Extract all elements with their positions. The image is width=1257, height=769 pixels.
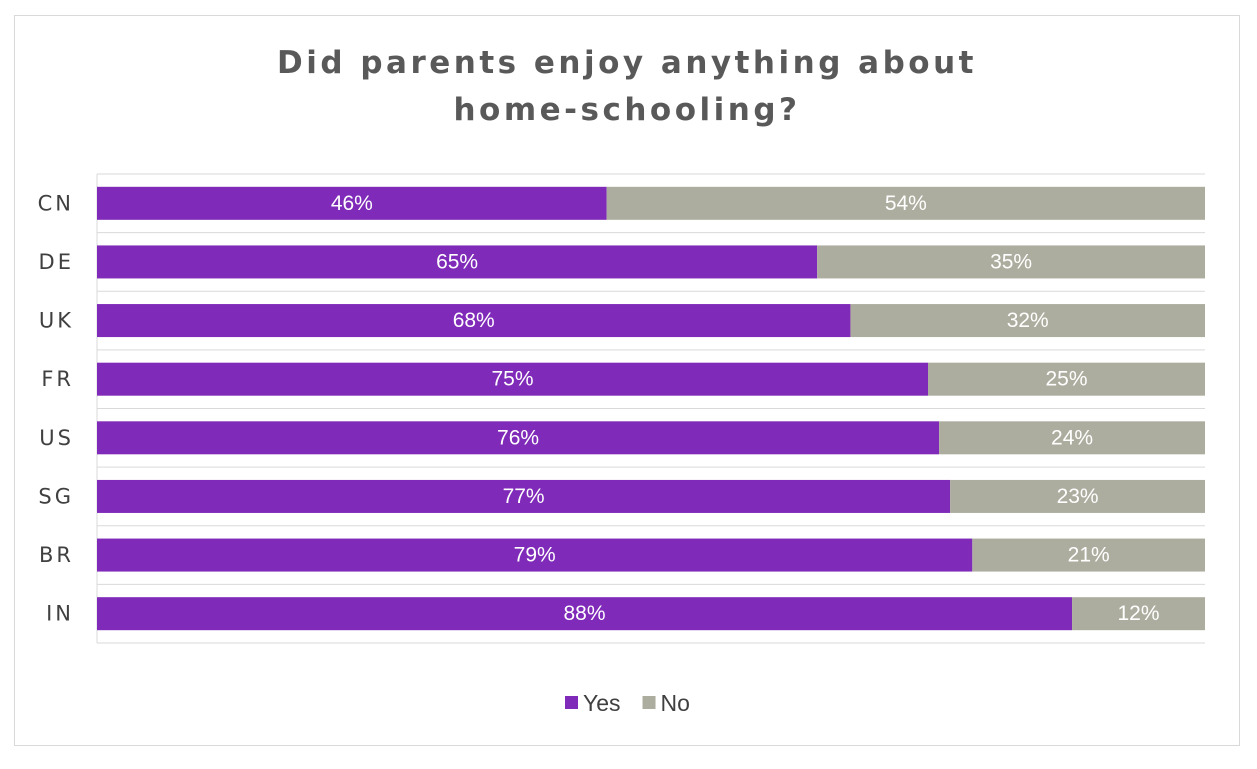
bar-segment	[606, 186, 1205, 220]
bar-segment	[97, 538, 973, 572]
legend-label: No	[661, 690, 690, 716]
chart-title: Did parents enjoy anything about home-sc…	[277, 45, 977, 128]
y-tick-label: UK	[39, 309, 74, 333]
value-label: 79%	[514, 544, 556, 567]
value-label: 54%	[885, 192, 927, 215]
legend-label: Yes	[583, 690, 621, 716]
bar-segment	[97, 304, 851, 338]
y-tick-label: FR	[41, 367, 74, 391]
value-label: 88%	[564, 602, 606, 625]
value-label: 77%	[503, 485, 545, 508]
bar-segment	[850, 304, 1205, 338]
value-label: 46%	[331, 192, 373, 215]
chart-frame	[14, 15, 1240, 746]
bar-segment	[950, 479, 1205, 513]
bar-segment	[972, 538, 1205, 572]
bar-segment	[97, 186, 607, 220]
value-label: 23%	[1057, 485, 1099, 508]
value-label: 35%	[990, 250, 1032, 273]
value-label: 32%	[1007, 309, 1049, 332]
y-tick-label: SG	[38, 484, 74, 508]
y-tick-label: IN	[46, 602, 74, 626]
y-tick-label: CN	[38, 191, 74, 215]
bar-segment	[928, 362, 1205, 396]
y-tick-label: US	[39, 426, 74, 450]
bar-segment	[1072, 597, 1205, 631]
value-label: 12%	[1118, 602, 1160, 625]
value-label: 75%	[491, 368, 533, 391]
value-label: 76%	[497, 426, 539, 449]
bar-segment	[97, 479, 951, 513]
legend-swatch	[642, 696, 656, 709]
bar-segment	[97, 597, 1073, 631]
value-label: 24%	[1051, 426, 1093, 449]
value-label: 25%	[1045, 368, 1087, 391]
legend-swatch	[565, 696, 578, 709]
bar-segment	[817, 245, 1205, 279]
bar-segment	[97, 245, 818, 279]
bar-segment	[97, 362, 928, 396]
value-label: 65%	[436, 250, 478, 273]
bar-segment	[939, 421, 1205, 455]
y-tick-label: DE	[39, 250, 74, 274]
y-tick-label: BR	[39, 543, 74, 567]
bar-segment	[97, 421, 940, 455]
value-label: 21%	[1068, 544, 1110, 567]
value-label: 68%	[453, 309, 495, 332]
